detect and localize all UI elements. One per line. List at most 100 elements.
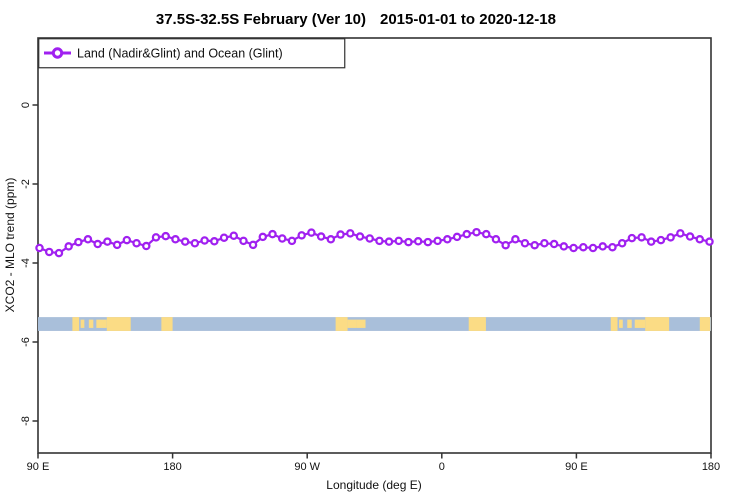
legend: Land (Nadir&Glint) and Ocean (Glint) — [38, 38, 346, 69]
x-tick-label: 90 W — [294, 461, 320, 473]
land-patch — [106, 317, 131, 331]
x-tick-label: 180 — [702, 461, 720, 473]
data-point — [103, 237, 112, 246]
data-point — [394, 236, 403, 246]
data-point — [501, 240, 510, 250]
data-point — [297, 231, 306, 240]
data-point — [180, 237, 190, 246]
data-point — [161, 231, 170, 241]
data-point — [491, 235, 501, 244]
data-point — [443, 235, 452, 244]
legend-open-circle-icon — [51, 47, 64, 59]
legend-label: Land (Nadir&Glint) and Ocean (Glint) — [77, 47, 283, 61]
data-point — [35, 243, 44, 253]
data-point — [210, 237, 219, 246]
data-point — [520, 238, 530, 248]
land-patch — [335, 317, 348, 331]
x-tick-label: 180 — [163, 461, 181, 473]
data-point — [326, 235, 336, 244]
data-point — [705, 237, 714, 246]
x-tick-label: 0 — [439, 461, 445, 473]
land-patch — [161, 317, 173, 331]
data-point — [239, 236, 248, 246]
land-patch — [347, 319, 357, 328]
data-point — [307, 228, 316, 237]
data-point — [579, 242, 588, 252]
y-axis-label: XCO2 - MLO trend (ppm) — [3, 178, 17, 313]
data-point — [132, 238, 141, 248]
data-point — [676, 229, 685, 238]
data-point — [93, 239, 102, 249]
data-point — [336, 230, 345, 239]
data-point — [248, 240, 258, 250]
y-tick-label: 0 — [20, 102, 32, 108]
data-point — [666, 233, 675, 242]
data-point — [549, 239, 559, 249]
land-patch — [80, 319, 85, 328]
data-point — [44, 247, 54, 257]
data-point — [151, 233, 161, 242]
data-point — [142, 241, 151, 251]
land-patch — [72, 317, 80, 331]
land-patch — [88, 319, 94, 328]
data-point — [384, 237, 394, 246]
data-point — [277, 234, 287, 243]
data-point — [530, 240, 539, 250]
data-point — [112, 240, 122, 250]
data-point — [287, 236, 297, 246]
data-point — [404, 237, 413, 247]
data-point — [452, 232, 462, 242]
data-point — [83, 235, 93, 244]
x-tick-label: 90 E — [27, 461, 50, 473]
land-patch — [356, 319, 366, 328]
data-point — [375, 236, 384, 246]
land-patch — [634, 319, 646, 328]
data-point — [656, 235, 666, 245]
land-patch — [645, 317, 670, 331]
data-point — [608, 242, 617, 252]
data-point — [472, 227, 481, 237]
data-point — [200, 236, 209, 245]
data-point — [617, 238, 627, 248]
land-patch — [627, 319, 632, 328]
land-patch — [468, 317, 486, 331]
axis-ticks: 90 E 180 90 W 0 90 E 180 0 -2 -4 -6 -8 — [20, 102, 720, 473]
land-patch — [96, 319, 107, 328]
data-point — [229, 231, 239, 240]
data-point — [481, 229, 491, 239]
x-axis-label: Longitude (deg E) — [326, 478, 421, 492]
data-point — [258, 232, 268, 242]
chart-title-main: 37.5S-32.5S February (Ver 10) — [156, 11, 366, 28]
data-point — [413, 237, 423, 246]
data-point — [219, 233, 229, 242]
y-tick-label: -6 — [20, 337, 32, 347]
y-tick-label: -4 — [20, 258, 32, 268]
data-point — [355, 232, 365, 241]
data-point — [122, 235, 132, 245]
data-point — [540, 238, 549, 248]
data-point — [511, 235, 520, 244]
legend-box — [38, 38, 346, 69]
coastline-strip — [38, 317, 711, 331]
data-point — [646, 237, 656, 246]
data-point — [74, 237, 83, 247]
data-point — [54, 248, 64, 258]
data-point — [695, 235, 705, 244]
data-point — [569, 243, 578, 253]
land-patch — [610, 317, 618, 331]
data-point — [685, 232, 695, 241]
ocean-strip — [38, 317, 711, 331]
data-point — [423, 237, 433, 247]
data-point — [316, 232, 326, 241]
data-point — [637, 233, 646, 242]
data-point — [588, 243, 598, 253]
data-point — [268, 229, 277, 239]
data-point — [559, 242, 569, 251]
data-point — [433, 236, 442, 246]
data-point — [190, 238, 200, 248]
data-point — [171, 235, 180, 244]
x-tick-label: 90 E — [565, 461, 588, 473]
series-line — [39, 231, 710, 255]
